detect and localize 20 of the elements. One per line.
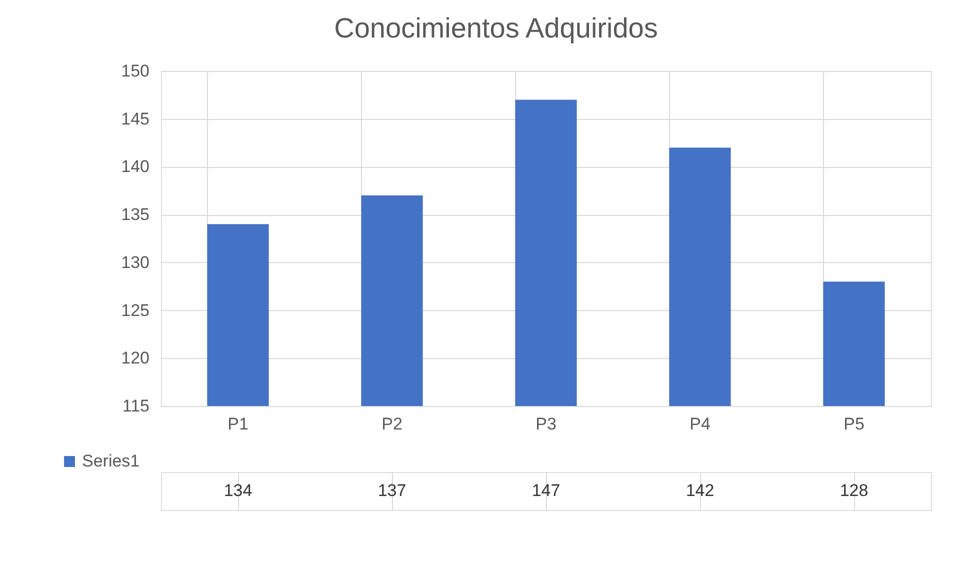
legend-label: Series1 — [82, 452, 140, 470]
data-label: 137 — [378, 481, 406, 500]
chart-title: Conocimientos Adquiridos — [334, 12, 658, 44]
y-tick-label: 115 — [122, 396, 150, 416]
y-tick-label: 130 — [121, 252, 150, 272]
data-label: 142 — [686, 481, 714, 500]
data-label: 128 — [840, 481, 868, 500]
x-tick-label: P1 — [228, 414, 248, 434]
y-tick-label: 150 — [121, 62, 150, 80]
x-tick-label: P2 — [382, 414, 402, 434]
data-label: 147 — [532, 481, 560, 500]
x-tick-label: P3 — [536, 414, 556, 434]
y-tick-label: 120 — [121, 348, 150, 368]
y-tick-label: 125 — [121, 300, 150, 320]
y-tick-label: 140 — [121, 157, 150, 176]
y-tick-label: 145 — [121, 109, 150, 128]
y-tick-label: 135 — [121, 205, 150, 224]
data-label: 134 — [224, 481, 252, 500]
x-tick-label: P4 — [690, 414, 710, 434]
x-tick-label: P5 — [844, 414, 864, 434]
